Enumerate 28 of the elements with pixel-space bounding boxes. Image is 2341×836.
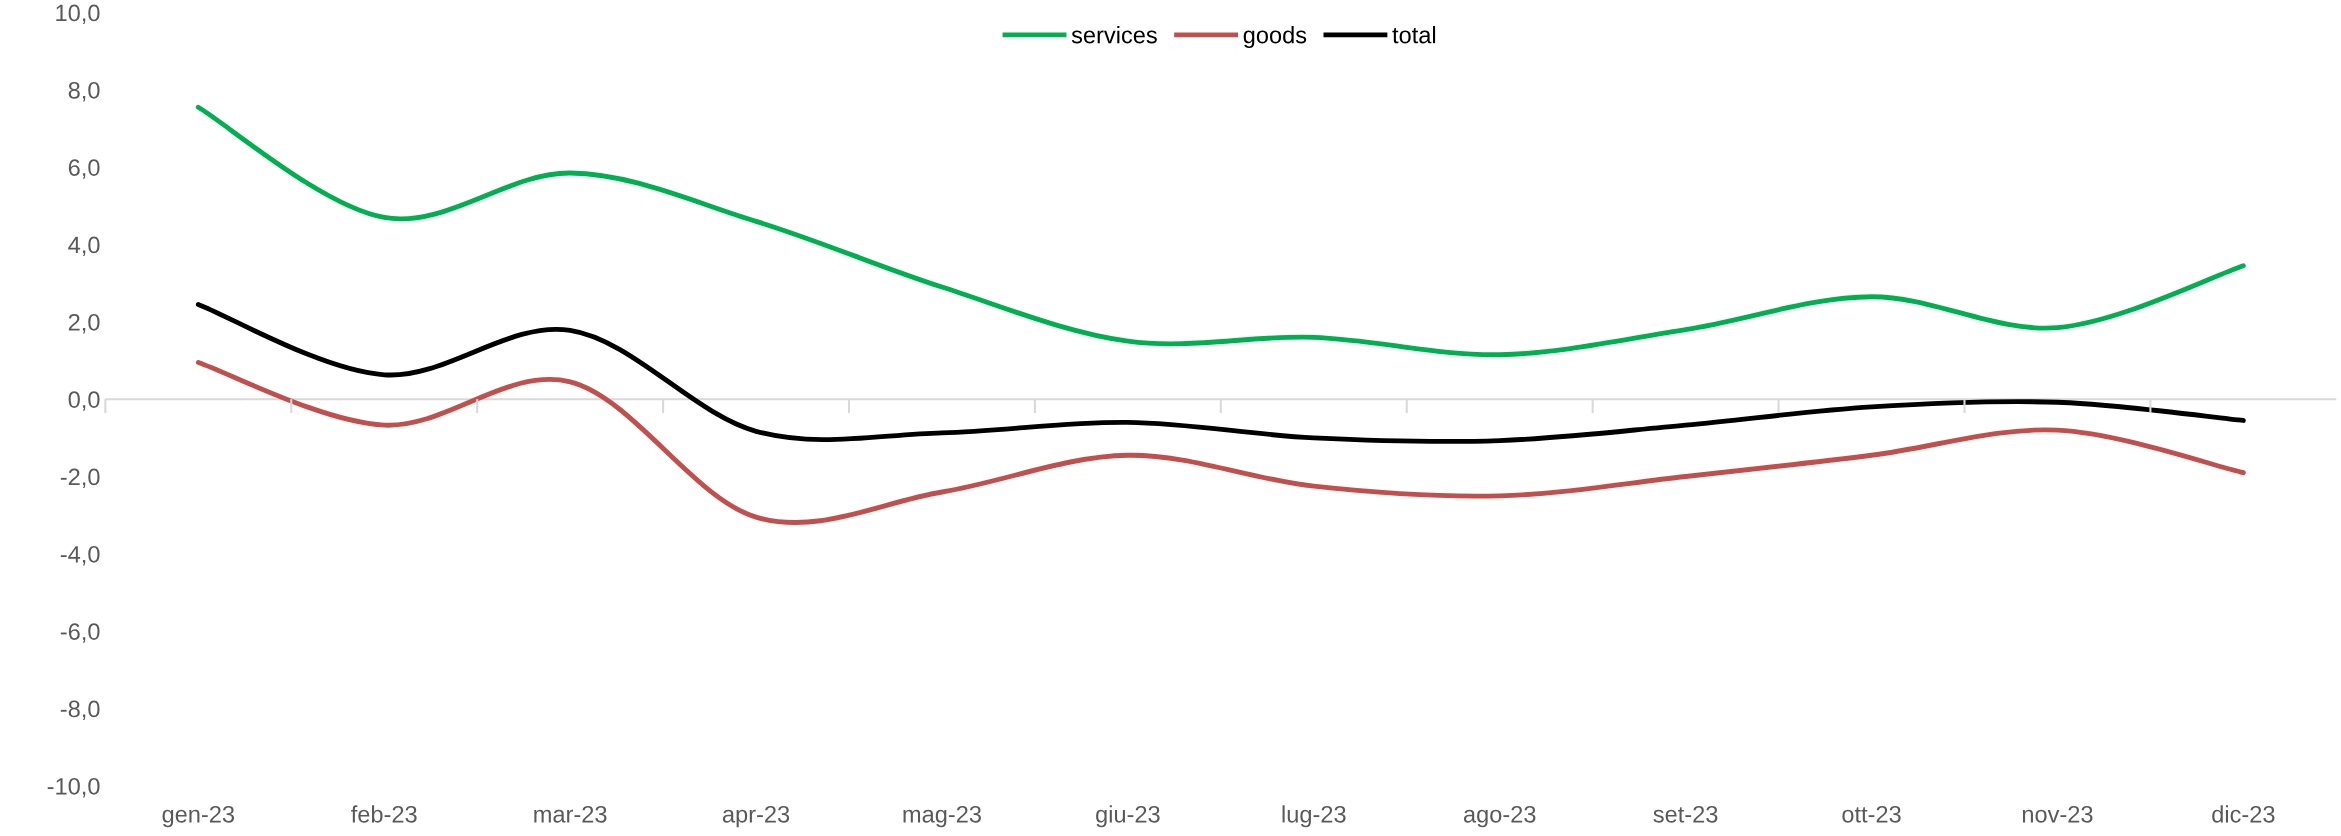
y-tick-label: 8,0 [68,81,100,102]
x-tick-label: nov-23 [2022,805,2093,823]
x-tick-label: set-23 [1653,805,1718,823]
x-tick-label: ago-23 [1463,805,1536,828]
y-tick-label: -4,0 [60,545,100,566]
y-tick-label: 4,0 [68,236,100,257]
y-tick-label: 10,0 [56,4,100,25]
x-tick-label: ott-23 [1842,805,1901,823]
y-tick-label: -8,0 [60,700,100,721]
x-tick-label: apr-23 [722,805,790,828]
y-tick-label: -6,0 [60,623,100,643]
x-tick-label: giu-23 [1096,805,1160,828]
y-tick-label: 2,0 [68,313,100,334]
x-tick-label: mar-23 [534,805,607,823]
y-tick-label: -2,0 [60,468,100,489]
line-series [195,104,2246,358]
legend-label: goods [1243,26,1307,49]
x-tick-label: gen-23 [162,805,235,828]
line-series [195,302,2246,444]
x-tick-label: dic-23 [2212,805,2275,823]
x-tick-label: feb-23 [351,805,417,823]
y-tick-label: -10,0 [47,777,100,798]
y-tick-label: 6,0 [68,159,100,179]
x-tick-label: lug-23 [1282,805,1346,828]
legend-label: total [1392,26,1436,44]
legend-label: services [1071,26,1157,44]
y-tick-label: 0,0 [68,391,100,411]
x-tick-label: mag-23 [903,805,981,828]
